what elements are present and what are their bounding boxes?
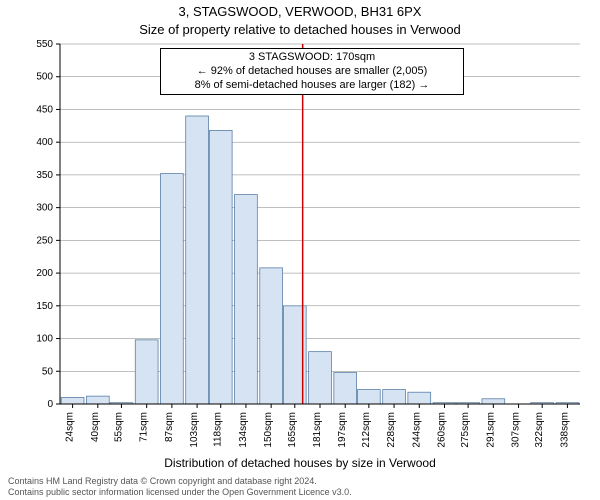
footer-line-2: Contains public sector information licen…: [8, 487, 592, 498]
svg-text:200: 200: [36, 268, 53, 279]
annotation-line-2: ← 92% of detached houses are smaller (2,…: [167, 65, 457, 79]
svg-text:55sqm: 55sqm: [113, 412, 124, 442]
svg-text:50: 50: [42, 366, 54, 377]
svg-text:307sqm: 307sqm: [511, 412, 522, 448]
footer-line-1: Contains HM Land Registry data © Crown c…: [8, 476, 592, 487]
svg-text:250: 250: [36, 235, 53, 246]
svg-text:150: 150: [36, 301, 53, 312]
svg-text:275sqm: 275sqm: [460, 412, 471, 448]
svg-text:550: 550: [36, 39, 53, 50]
svg-text:103sqm: 103sqm: [189, 412, 200, 448]
chart-container: 3, STAGSWOOD, VERWOOD, BH31 6PX Size of …: [0, 0, 600, 500]
svg-text:212sqm: 212sqm: [361, 412, 372, 448]
svg-text:181sqm: 181sqm: [312, 412, 323, 448]
x-axis-label: Distribution of detached houses by size …: [0, 456, 600, 470]
annotation-box: 3 STAGSWOOD: 170sqm ← 92% of detached ho…: [160, 48, 464, 95]
svg-text:260sqm: 260sqm: [436, 412, 447, 448]
svg-text:197sqm: 197sqm: [337, 412, 348, 448]
svg-text:165sqm: 165sqm: [287, 412, 298, 448]
svg-text:291sqm: 291sqm: [485, 412, 496, 448]
annotation-line-1: 3 STAGSWOOD: 170sqm: [167, 51, 457, 65]
svg-text:450: 450: [36, 104, 53, 115]
svg-text:71sqm: 71sqm: [139, 412, 150, 442]
svg-text:150sqm: 150sqm: [263, 412, 274, 448]
svg-text:300: 300: [36, 203, 53, 214]
svg-text:350: 350: [36, 170, 53, 181]
svg-text:87sqm: 87sqm: [164, 412, 175, 442]
svg-text:322sqm: 322sqm: [534, 412, 545, 448]
annotation-line-3: 8% of semi-detached houses are larger (1…: [167, 79, 457, 93]
svg-text:228sqm: 228sqm: [386, 412, 397, 448]
svg-text:118sqm: 118sqm: [213, 412, 224, 447]
svg-text:500: 500: [36, 72, 53, 83]
footer-text: Contains HM Land Registry data © Crown c…: [8, 476, 592, 498]
svg-text:400: 400: [36, 137, 53, 148]
svg-text:244sqm: 244sqm: [411, 412, 422, 448]
svg-text:0: 0: [47, 399, 53, 410]
svg-text:24sqm: 24sqm: [65, 412, 76, 442]
svg-text:338sqm: 338sqm: [559, 412, 570, 448]
svg-text:100: 100: [36, 334, 53, 345]
svg-text:40sqm: 40sqm: [90, 412, 101, 442]
svg-text:134sqm: 134sqm: [238, 412, 249, 448]
